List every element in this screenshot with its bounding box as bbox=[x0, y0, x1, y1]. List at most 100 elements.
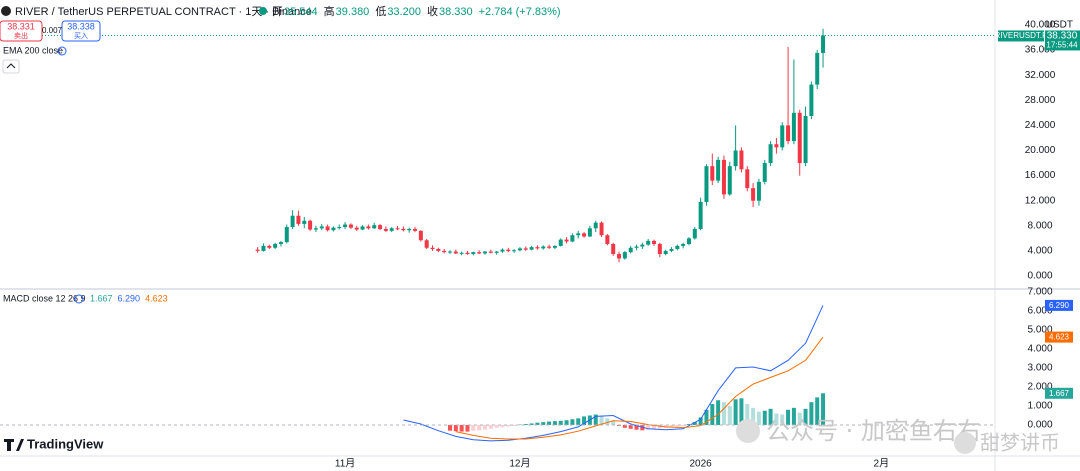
value-tag bbox=[1045, 299, 1073, 311]
ohlc-value: 35.544 bbox=[284, 6, 318, 18]
candle-body bbox=[471, 252, 476, 255]
candle-body bbox=[576, 233, 581, 236]
histogram-bar bbox=[523, 424, 528, 425]
candle-body bbox=[378, 225, 383, 229]
sell-price: 38.331 bbox=[7, 21, 35, 31]
collapse-button[interactable] bbox=[2, 59, 20, 74]
histogram-bar bbox=[815, 397, 820, 425]
candle-body bbox=[681, 244, 686, 246]
candle-body bbox=[611, 244, 616, 255]
y-tick-label: 8.000 bbox=[1027, 220, 1052, 231]
histogram-bar bbox=[471, 424, 476, 431]
value-tag bbox=[1045, 331, 1073, 343]
candle-body bbox=[535, 247, 540, 249]
candle-body bbox=[389, 228, 394, 231]
histogram-bar bbox=[529, 423, 534, 425]
macd-legend-value: 1.667 bbox=[90, 293, 113, 303]
histogram-bar bbox=[582, 416, 587, 425]
plot bbox=[0, 28, 995, 442]
histogram-bar bbox=[576, 418, 581, 425]
candle-body bbox=[780, 125, 785, 148]
y-tick-label: 5.000 bbox=[1027, 325, 1052, 336]
watermark2: 甜梦讲币 bbox=[980, 431, 1060, 455]
histogram-bar bbox=[768, 408, 773, 425]
candle-body bbox=[261, 245, 266, 251]
candle-body bbox=[634, 246, 639, 248]
sell-label: 卖出 bbox=[14, 31, 28, 40]
histogram-bar bbox=[646, 424, 651, 430]
candle-body bbox=[564, 239, 569, 242]
candle-body bbox=[786, 125, 791, 142]
histogram-bar bbox=[780, 414, 785, 425]
histogram-bar bbox=[762, 410, 767, 425]
candle-body bbox=[366, 226, 371, 229]
candle-body bbox=[296, 215, 301, 224]
candle-body bbox=[663, 250, 668, 255]
buy-button[interactable] bbox=[61, 20, 101, 42]
spread: 0.007 bbox=[42, 26, 63, 35]
candle-body bbox=[284, 227, 289, 243]
candle-body bbox=[512, 250, 517, 252]
candle-body bbox=[657, 244, 662, 255]
histogram-bar bbox=[692, 422, 697, 425]
buy-price: 38.338 bbox=[67, 21, 95, 31]
candle-body bbox=[587, 228, 592, 237]
y-tick-label: 12.000 bbox=[1025, 195, 1056, 206]
histogram-bar bbox=[611, 421, 616, 425]
histogram-bar bbox=[482, 424, 487, 430]
x-tick-label: 2026 bbox=[690, 459, 713, 470]
currency: USDT bbox=[1046, 20, 1073, 31]
histogram-bar bbox=[803, 408, 808, 425]
candle-body bbox=[593, 222, 598, 229]
histogram-bar bbox=[459, 424, 464, 432]
value-tag-label: 1.667 bbox=[1049, 389, 1070, 398]
candle-body bbox=[273, 244, 278, 248]
header: RIVER / TetherUS PERPETUAL CONTRACT · 1天… bbox=[0, 4, 1073, 74]
candle-body bbox=[325, 226, 330, 231]
ohlc-key: 收 bbox=[427, 4, 438, 18]
candle-body bbox=[506, 249, 511, 251]
candle-body bbox=[692, 228, 697, 239]
candle-body bbox=[354, 227, 359, 230]
candle-body bbox=[552, 245, 557, 248]
y-tick-label: 4.000 bbox=[1027, 246, 1052, 257]
candle-body bbox=[791, 112, 796, 142]
candle-body bbox=[436, 249, 441, 251]
ema-settings[interactable] bbox=[57, 46, 67, 56]
candle-body bbox=[331, 227, 336, 231]
histogram-bar bbox=[622, 424, 627, 428]
y-tick-label: 2.000 bbox=[1027, 382, 1052, 393]
symbol-tag bbox=[998, 30, 1044, 42]
sell-button[interactable] bbox=[0, 20, 43, 42]
x-tick-label: 12月 bbox=[509, 458, 530, 470]
histogram-bar bbox=[465, 424, 470, 432]
watermark-icon bbox=[736, 419, 760, 443]
candle-body bbox=[745, 169, 750, 189]
y-tick-label: 16.000 bbox=[1025, 170, 1056, 181]
x-tick-label: 11月 bbox=[335, 458, 355, 470]
candle-body bbox=[360, 226, 365, 230]
histogram-bar bbox=[541, 422, 546, 425]
histogram-bar bbox=[512, 424, 517, 426]
histogram-bar bbox=[809, 402, 814, 425]
histogram-bar bbox=[721, 402, 726, 425]
ohlc-value: 33.200 bbox=[387, 6, 421, 18]
histogram-bar bbox=[605, 418, 610, 425]
candle-body bbox=[494, 251, 499, 253]
candle-body bbox=[768, 144, 773, 164]
watermark: 公众号 · 加密鱼右右 bbox=[766, 417, 981, 445]
histogram-bar bbox=[698, 417, 703, 425]
status-dot bbox=[259, 7, 267, 15]
ohlc: 开 35.544 高 39.380 低 33.200 收 38.330 +2.784 (+7.8… bbox=[272, 4, 561, 18]
candle-body bbox=[698, 201, 703, 229]
candle-body bbox=[529, 247, 534, 250]
candle-body bbox=[482, 251, 487, 254]
candle-body bbox=[815, 52, 820, 85]
histogram-bar bbox=[494, 424, 499, 428]
histogram-bar bbox=[634, 424, 639, 430]
candle-body bbox=[710, 166, 715, 181]
macd-settings[interactable] bbox=[74, 294, 84, 304]
y-tick-label: 7.000 bbox=[1027, 287, 1052, 298]
candle-body bbox=[617, 254, 622, 259]
